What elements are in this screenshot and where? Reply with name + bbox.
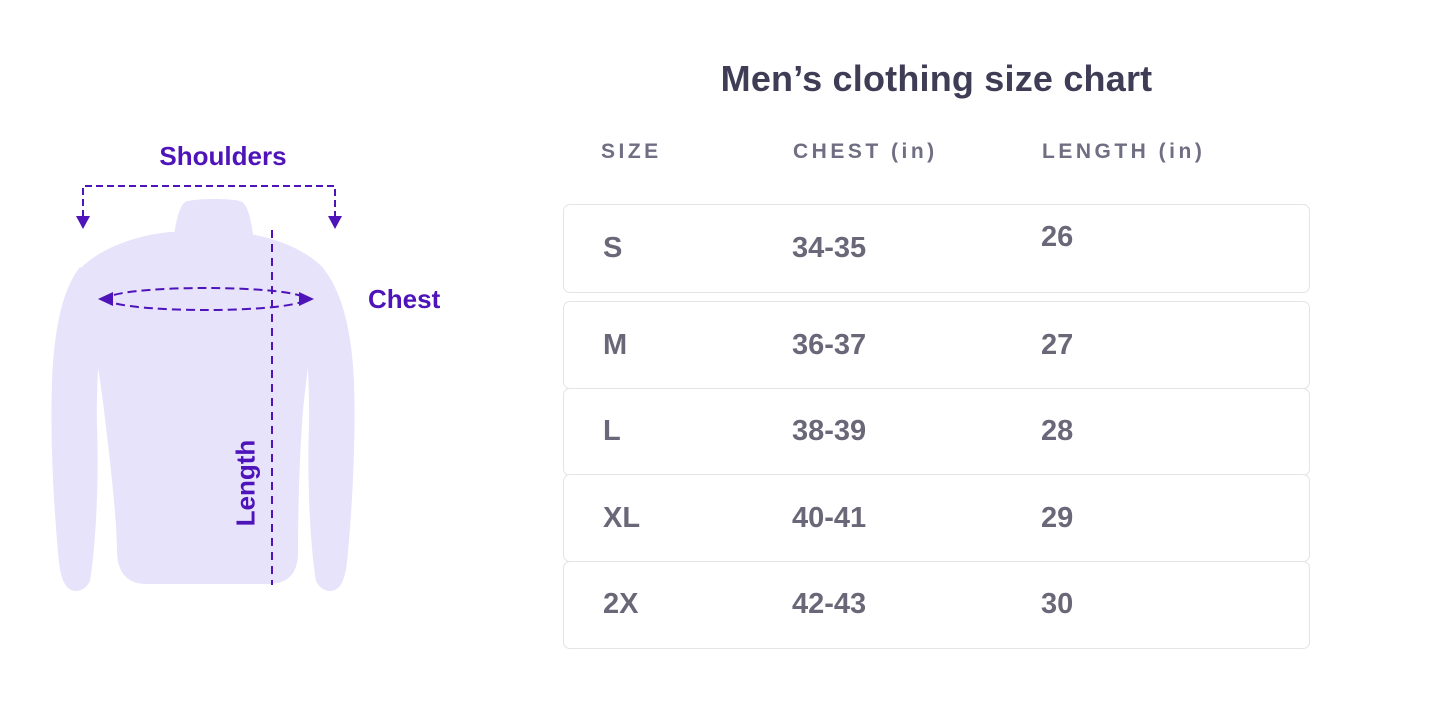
chest-cell: 38-39 [792,415,867,447]
shirt-illustration [51,185,355,591]
shirt-collar [173,199,254,241]
table-header-row: SIZE CHEST (in) LENGTH (in) [563,140,1310,168]
size-cell: 2X [603,588,639,620]
column-header-length: LENGTH (in) [1042,140,1206,163]
chest-cell: 40-41 [792,501,867,534]
shirt-left-sleeve [51,267,100,591]
length-cell: 27 [1041,328,1074,361]
table-row: M 36-37 27 [563,301,1310,389]
column-header-chest: CHEST (in) [793,140,938,163]
arrow-right-icon [299,292,314,306]
size-cell: M [603,328,628,361]
length-cell: 28 [1041,415,1074,447]
size-cell: S [603,232,623,264]
shirt-body [80,232,324,584]
length-cell: 29 [1041,501,1074,534]
size-cell: XL [603,501,641,534]
chest-label: Chest [368,284,441,314]
length-label: Length [230,439,261,527]
shoulders-label: Shoulders [159,141,287,171]
size-table: S 34-35 26 M 36-37 27 L 38-39 28 XL 40-4… [563,204,1310,649]
chest-cell: 34-35 [792,232,867,264]
chest-cell: 42-43 [792,588,867,620]
length-cell: 26 [1041,221,1074,253]
page-title: Men’s clothing size chart [720,58,1153,99]
shoulders-measure-line [82,185,336,217]
shirt-right-sleeve [306,267,355,591]
length-cell: 30 [1041,588,1074,620]
arrow-down-left-icon [76,216,90,229]
table-row: S 34-35 26 [563,204,1310,293]
arrow-down-right-icon [328,216,342,229]
table-row: L 38-39 28 [563,387,1310,476]
table-row: XL 40-41 29 [563,474,1310,562]
size-cell: L [603,415,621,447]
arrow-left-icon [98,292,113,306]
chest-cell: 36-37 [792,328,867,361]
column-header-size: SIZE [601,140,662,163]
table-row: 2X 42-43 30 [563,560,1310,649]
